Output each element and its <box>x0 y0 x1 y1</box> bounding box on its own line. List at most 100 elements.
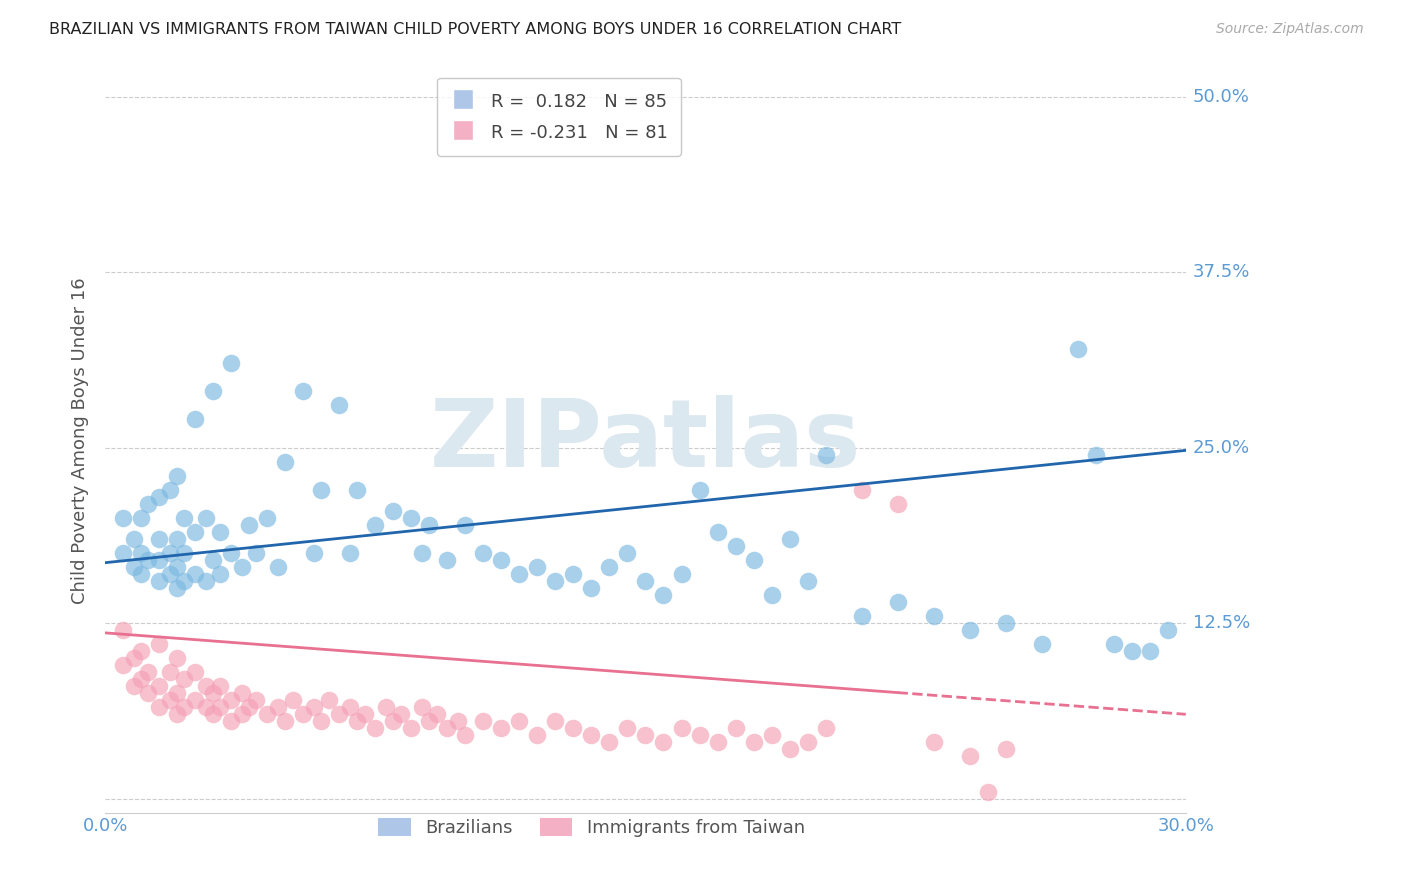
Point <box>652 735 675 749</box>
Point <box>544 574 567 588</box>
Point <box>724 539 747 553</box>
Point <box>122 679 145 693</box>
Point <box>959 749 981 764</box>
Point <box>148 700 170 714</box>
Text: 12.5%: 12.5% <box>1192 614 1250 632</box>
Point <box>184 566 207 581</box>
Point <box>231 560 253 574</box>
Point <box>311 483 333 497</box>
Point <box>382 504 405 518</box>
Point <box>148 553 170 567</box>
Point <box>375 700 398 714</box>
Point <box>166 707 188 722</box>
Point <box>138 497 160 511</box>
Text: 37.5%: 37.5% <box>1192 263 1250 281</box>
Point <box>742 553 765 567</box>
Point <box>166 686 188 700</box>
Point <box>1139 644 1161 658</box>
Point <box>411 700 433 714</box>
Point <box>129 546 152 560</box>
Point <box>302 546 325 560</box>
Point <box>994 742 1017 756</box>
Point <box>256 707 278 722</box>
Point <box>346 483 368 497</box>
Point <box>706 524 728 539</box>
Point <box>245 546 267 560</box>
Point <box>339 546 361 560</box>
Point <box>318 693 340 707</box>
Point <box>796 574 818 588</box>
Point <box>761 588 783 602</box>
Point <box>364 722 387 736</box>
Point <box>209 524 232 539</box>
Point <box>302 700 325 714</box>
Point <box>129 566 152 581</box>
Point <box>202 384 225 399</box>
Point <box>195 510 218 524</box>
Point <box>761 728 783 742</box>
Point <box>472 714 495 729</box>
Point <box>256 510 278 524</box>
Text: Source: ZipAtlas.com: Source: ZipAtlas.com <box>1216 22 1364 37</box>
Legend: Brazilians, Immigrants from Taiwan: Brazilians, Immigrants from Taiwan <box>371 811 813 845</box>
Point <box>159 693 181 707</box>
Point <box>166 581 188 595</box>
Point <box>209 566 232 581</box>
Point <box>851 609 873 624</box>
Point <box>634 574 657 588</box>
Point <box>353 707 375 722</box>
Point <box>173 672 195 686</box>
Point <box>129 672 152 686</box>
Point <box>401 722 423 736</box>
Point <box>159 483 181 497</box>
Point <box>508 566 530 581</box>
Point <box>166 468 188 483</box>
Point <box>219 356 242 370</box>
Point <box>245 693 267 707</box>
Point <box>173 700 195 714</box>
Point <box>1102 637 1125 651</box>
Point <box>122 560 145 574</box>
Point <box>779 532 801 546</box>
Text: ZIPatlas: ZIPatlas <box>430 394 860 486</box>
Point <box>231 707 253 722</box>
Point <box>581 728 603 742</box>
Point <box>219 546 242 560</box>
Point <box>195 679 218 693</box>
Point <box>184 412 207 426</box>
Text: 50.0%: 50.0% <box>1192 87 1250 105</box>
Point <box>616 546 638 560</box>
Point <box>148 532 170 546</box>
Point <box>1157 623 1180 637</box>
Point <box>281 693 304 707</box>
Point <box>447 714 470 729</box>
Point <box>671 722 693 736</box>
Point <box>209 700 232 714</box>
Point <box>311 714 333 729</box>
Point <box>959 623 981 637</box>
Point <box>173 510 195 524</box>
Point <box>274 714 297 729</box>
Point <box>401 510 423 524</box>
Point <box>267 560 290 574</box>
Point <box>491 722 513 736</box>
Point <box>202 553 225 567</box>
Point <box>267 700 290 714</box>
Point <box>706 735 728 749</box>
Point <box>274 454 297 468</box>
Point <box>159 665 181 680</box>
Point <box>382 714 405 729</box>
Point <box>544 714 567 729</box>
Point <box>148 637 170 651</box>
Point <box>328 707 350 722</box>
Point <box>219 714 242 729</box>
Point <box>129 510 152 524</box>
Point <box>159 546 181 560</box>
Point <box>159 566 181 581</box>
Point <box>112 510 135 524</box>
Text: BRAZILIAN VS IMMIGRANTS FROM TAIWAN CHILD POVERTY AMONG BOYS UNDER 16 CORRELATIO: BRAZILIAN VS IMMIGRANTS FROM TAIWAN CHIL… <box>49 22 901 37</box>
Point <box>491 553 513 567</box>
Point <box>922 735 945 749</box>
Point <box>122 532 145 546</box>
Point <box>922 609 945 624</box>
